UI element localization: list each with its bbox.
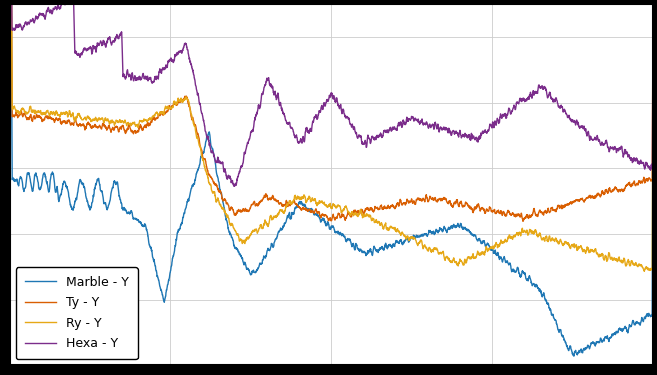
Ty - Y <box>281 203 289 207</box>
Line: Hexa - Y: Hexa - Y <box>11 0 653 186</box>
Ty - Y <box>81 125 89 129</box>
Ty - Y <box>119 124 127 128</box>
Hexa - Y <box>281 117 289 122</box>
Marble - Y <box>281 221 289 225</box>
Marble - Y <box>570 354 578 358</box>
Hexa - Y <box>119 59 127 63</box>
Marble - Y <box>81 185 89 189</box>
Marble - Y <box>649 132 657 136</box>
Ty - Y <box>637 181 645 186</box>
Ry - Y <box>254 231 261 236</box>
Ry - Y <box>567 243 575 248</box>
Ry - Y <box>81 116 89 120</box>
Hexa - Y <box>568 118 576 123</box>
Hexa - Y <box>649 58 657 63</box>
Marble - Y <box>254 268 261 272</box>
Ty - Y <box>568 201 576 206</box>
Ry - Y <box>281 208 289 213</box>
Ty - Y <box>519 219 527 224</box>
Hexa - Y <box>231 184 238 189</box>
Ry - Y <box>649 108 657 112</box>
Marble - Y <box>7 9 15 14</box>
Hexa - Y <box>637 159 645 163</box>
Hexa - Y <box>254 109 261 114</box>
Marble - Y <box>119 206 127 211</box>
Hexa - Y <box>81 48 89 52</box>
Line: Marble - Y: Marble - Y <box>11 11 653 356</box>
Ry - Y <box>119 119 127 124</box>
Ty - Y <box>254 203 261 207</box>
Marble - Y <box>637 322 645 326</box>
Legend: Marble - Y, Ty - Y, Ry - Y, Hexa - Y: Marble - Y, Ty - Y, Ry - Y, Hexa - Y <box>16 267 137 359</box>
Line: Ry - Y: Ry - Y <box>11 0 653 271</box>
Ry - Y <box>636 263 644 267</box>
Line: Ty - Y: Ty - Y <box>11 0 653 221</box>
Ry - Y <box>641 269 648 273</box>
Ty - Y <box>649 50 657 54</box>
Marble - Y <box>567 347 575 351</box>
